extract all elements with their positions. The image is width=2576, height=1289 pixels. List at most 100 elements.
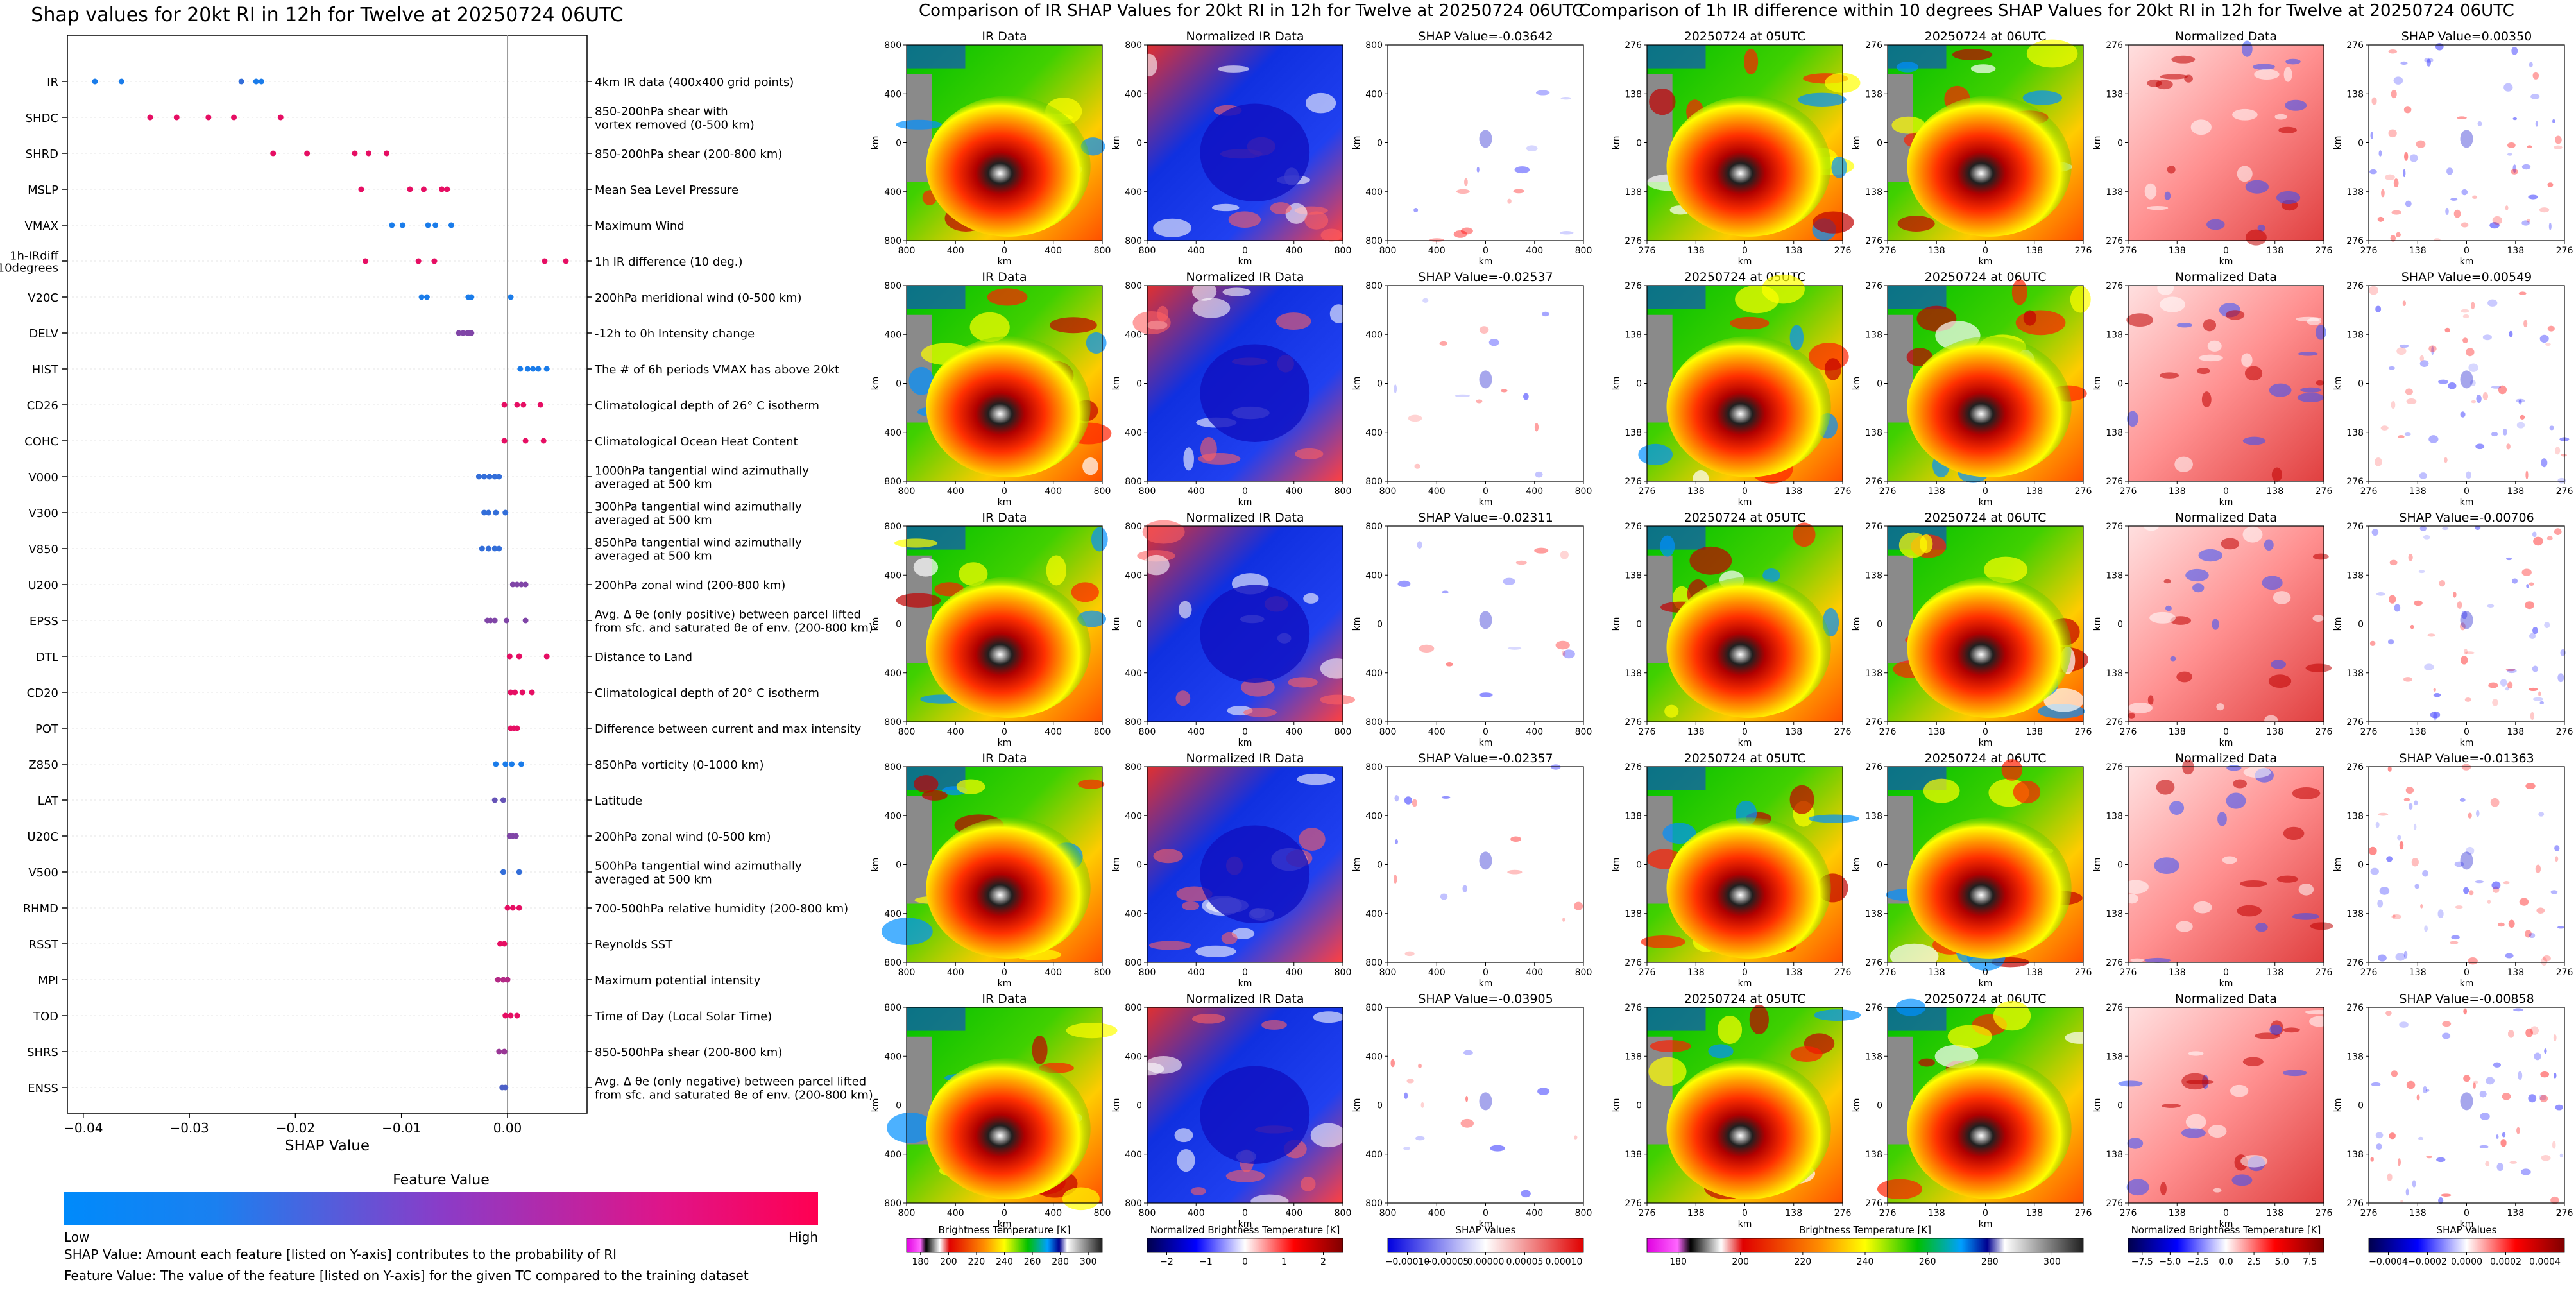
- shap-map-speck: [1503, 577, 1515, 585]
- shap-map-speck: [2542, 955, 2551, 962]
- shap-map-speck: [1560, 551, 1569, 559]
- feature-description: 1000hPa tangential wind azimuthally: [595, 465, 809, 478]
- diffnorm-patch: [2160, 296, 2185, 312]
- shap-map-speck: [1555, 640, 1570, 650]
- colorbar-tick-label: 220: [968, 1257, 985, 1267]
- x-tick-label: 276: [1834, 727, 1852, 737]
- y-tick-label: 0: [1636, 379, 1642, 389]
- diffnorm-patch: [2165, 605, 2172, 611]
- shap-map-speck: [2391, 914, 2402, 919]
- feature-description: averaged at 500 km: [595, 550, 712, 563]
- shap-map-speck: [2554, 1072, 2557, 1079]
- shap-map-speck: [1441, 796, 1451, 799]
- colorbar-tick-label: −0.0002: [2408, 1257, 2447, 1267]
- shap-point: [516, 869, 522, 875]
- shap-map-speck: [2530, 1026, 2539, 1035]
- shap-map-speck: [2492, 699, 2498, 706]
- y-axis-label: km: [871, 1098, 881, 1113]
- shap-map-speck: [2541, 458, 2548, 468]
- y-tick-label: 138: [2106, 811, 2123, 821]
- ir-cloud-cell: [1970, 64, 1996, 73]
- shap-map-speck: [2469, 379, 2476, 387]
- shap-value-title: SHAP Value=-0.03905: [1418, 992, 1553, 1006]
- x-tick-label: 138: [2409, 246, 2427, 256]
- shap-map-speck: [2428, 345, 2437, 352]
- shap-map-speck: [2446, 167, 2453, 175]
- x-tick-label: 400: [1428, 968, 1446, 978]
- shap-map-speck: [2491, 386, 2502, 389]
- diffnorm-patch: [2269, 1024, 2282, 1035]
- shap-map-speck: [2525, 1028, 2533, 1037]
- x-tick-label: 276: [2360, 1208, 2378, 1218]
- shap-point: [503, 617, 509, 624]
- diffnorm-patch: [2305, 663, 2332, 672]
- diffnorm-patch: [2196, 368, 2210, 375]
- diffnorm-patch: [2310, 922, 2333, 930]
- x-tick-label: 0: [2223, 246, 2229, 256]
- colorbar-tick-label: 280: [1052, 1257, 1069, 1267]
- ir-cloud-cell: [1824, 358, 1841, 380]
- shap-map-speck: [2388, 49, 2398, 54]
- shap-map-speck: [2459, 622, 2466, 631]
- shap-point: [506, 653, 513, 660]
- x-axis-label: km: [2460, 978, 2474, 989]
- y-tick-label: 276: [1865, 958, 1882, 968]
- x-tick-label: 276: [1879, 486, 1897, 497]
- diffnorm-patch: [2309, 1016, 2329, 1027]
- colorbar-tick-label: −2.5: [2187, 1257, 2209, 1267]
- y-tick-label: 276: [2346, 522, 2364, 532]
- shap-point: [508, 1012, 514, 1019]
- y-axis-label: km: [1611, 1098, 1621, 1113]
- shap-map-speck: [1463, 1050, 1473, 1055]
- shap-map-speck: [1408, 414, 1422, 422]
- shap-map-speck: [2500, 1139, 2507, 1147]
- shap-map-speck: [2419, 525, 2427, 532]
- feature-description: from sfc. and saturated θe of env. (200-…: [595, 622, 873, 635]
- y-tick-label: 138: [2346, 811, 2364, 821]
- x-tick-label: 276: [2075, 486, 2092, 497]
- x-tick-label: 138: [1687, 486, 1705, 497]
- y-tick-label: 138: [2106, 909, 2123, 919]
- norm-patch: [1329, 304, 1348, 323]
- panel-title: 20250724 at 05UTC: [1684, 992, 1806, 1006]
- shap-point: [358, 186, 364, 192]
- shap-point: [537, 402, 543, 408]
- y-tick-label: 800: [1365, 958, 1383, 968]
- diffnorm-patch: [2127, 411, 2138, 427]
- feature-name: V000: [28, 471, 58, 484]
- x-axis-label: km: [998, 1219, 1012, 1229]
- colorbar-tick-label: −2: [1160, 1257, 1173, 1267]
- shap-map-speck: [2438, 1197, 2444, 1204]
- colorbar-tick-label: 0.00010: [1546, 1257, 1583, 1267]
- ir-cloud-cell: [1923, 778, 1960, 803]
- diffnorm-patch: [2241, 353, 2253, 368]
- colorbar-tick-label: 280: [1981, 1257, 1999, 1267]
- x-tick-label: 0: [1242, 486, 1248, 497]
- x-tick-label: 400: [1045, 727, 1062, 737]
- shap-map-speck: [2420, 904, 2423, 909]
- shap-map-speck: [2462, 337, 2468, 343]
- shap-map-center: [2460, 1092, 2473, 1111]
- shap-map-speck: [2521, 1168, 2531, 1175]
- y-axis-label: km: [2092, 136, 2103, 150]
- feature-description: 200hPa meridional wind (0-500 km): [595, 291, 801, 305]
- x-tick-label: 138: [2409, 1208, 2427, 1218]
- x-tick-label: 800: [1379, 727, 1397, 737]
- feature-name: HIST: [32, 363, 59, 377]
- y-tick-label: 400: [884, 187, 901, 198]
- shap-map-base: [2369, 45, 2564, 241]
- shap-map-speck: [2475, 525, 2481, 530]
- x-tick-label: 138: [1687, 246, 1705, 256]
- feature-name: V300: [28, 507, 58, 520]
- ir-storm-core: [926, 817, 1091, 959]
- diffnorm-patch: [2262, 576, 2283, 590]
- norm-patch: [1310, 1123, 1346, 1148]
- y-tick-label: 138: [1625, 187, 1642, 198]
- y-tick-label: 800: [1125, 1003, 1142, 1013]
- feature-name: V850: [28, 543, 58, 556]
- diffnorm-patch: [2176, 921, 2193, 932]
- diffnorm-patch: [2297, 393, 2324, 403]
- shap-map-speck: [2511, 47, 2518, 55]
- shap-point: [431, 258, 438, 264]
- shap-map-speck: [2405, 787, 2414, 794]
